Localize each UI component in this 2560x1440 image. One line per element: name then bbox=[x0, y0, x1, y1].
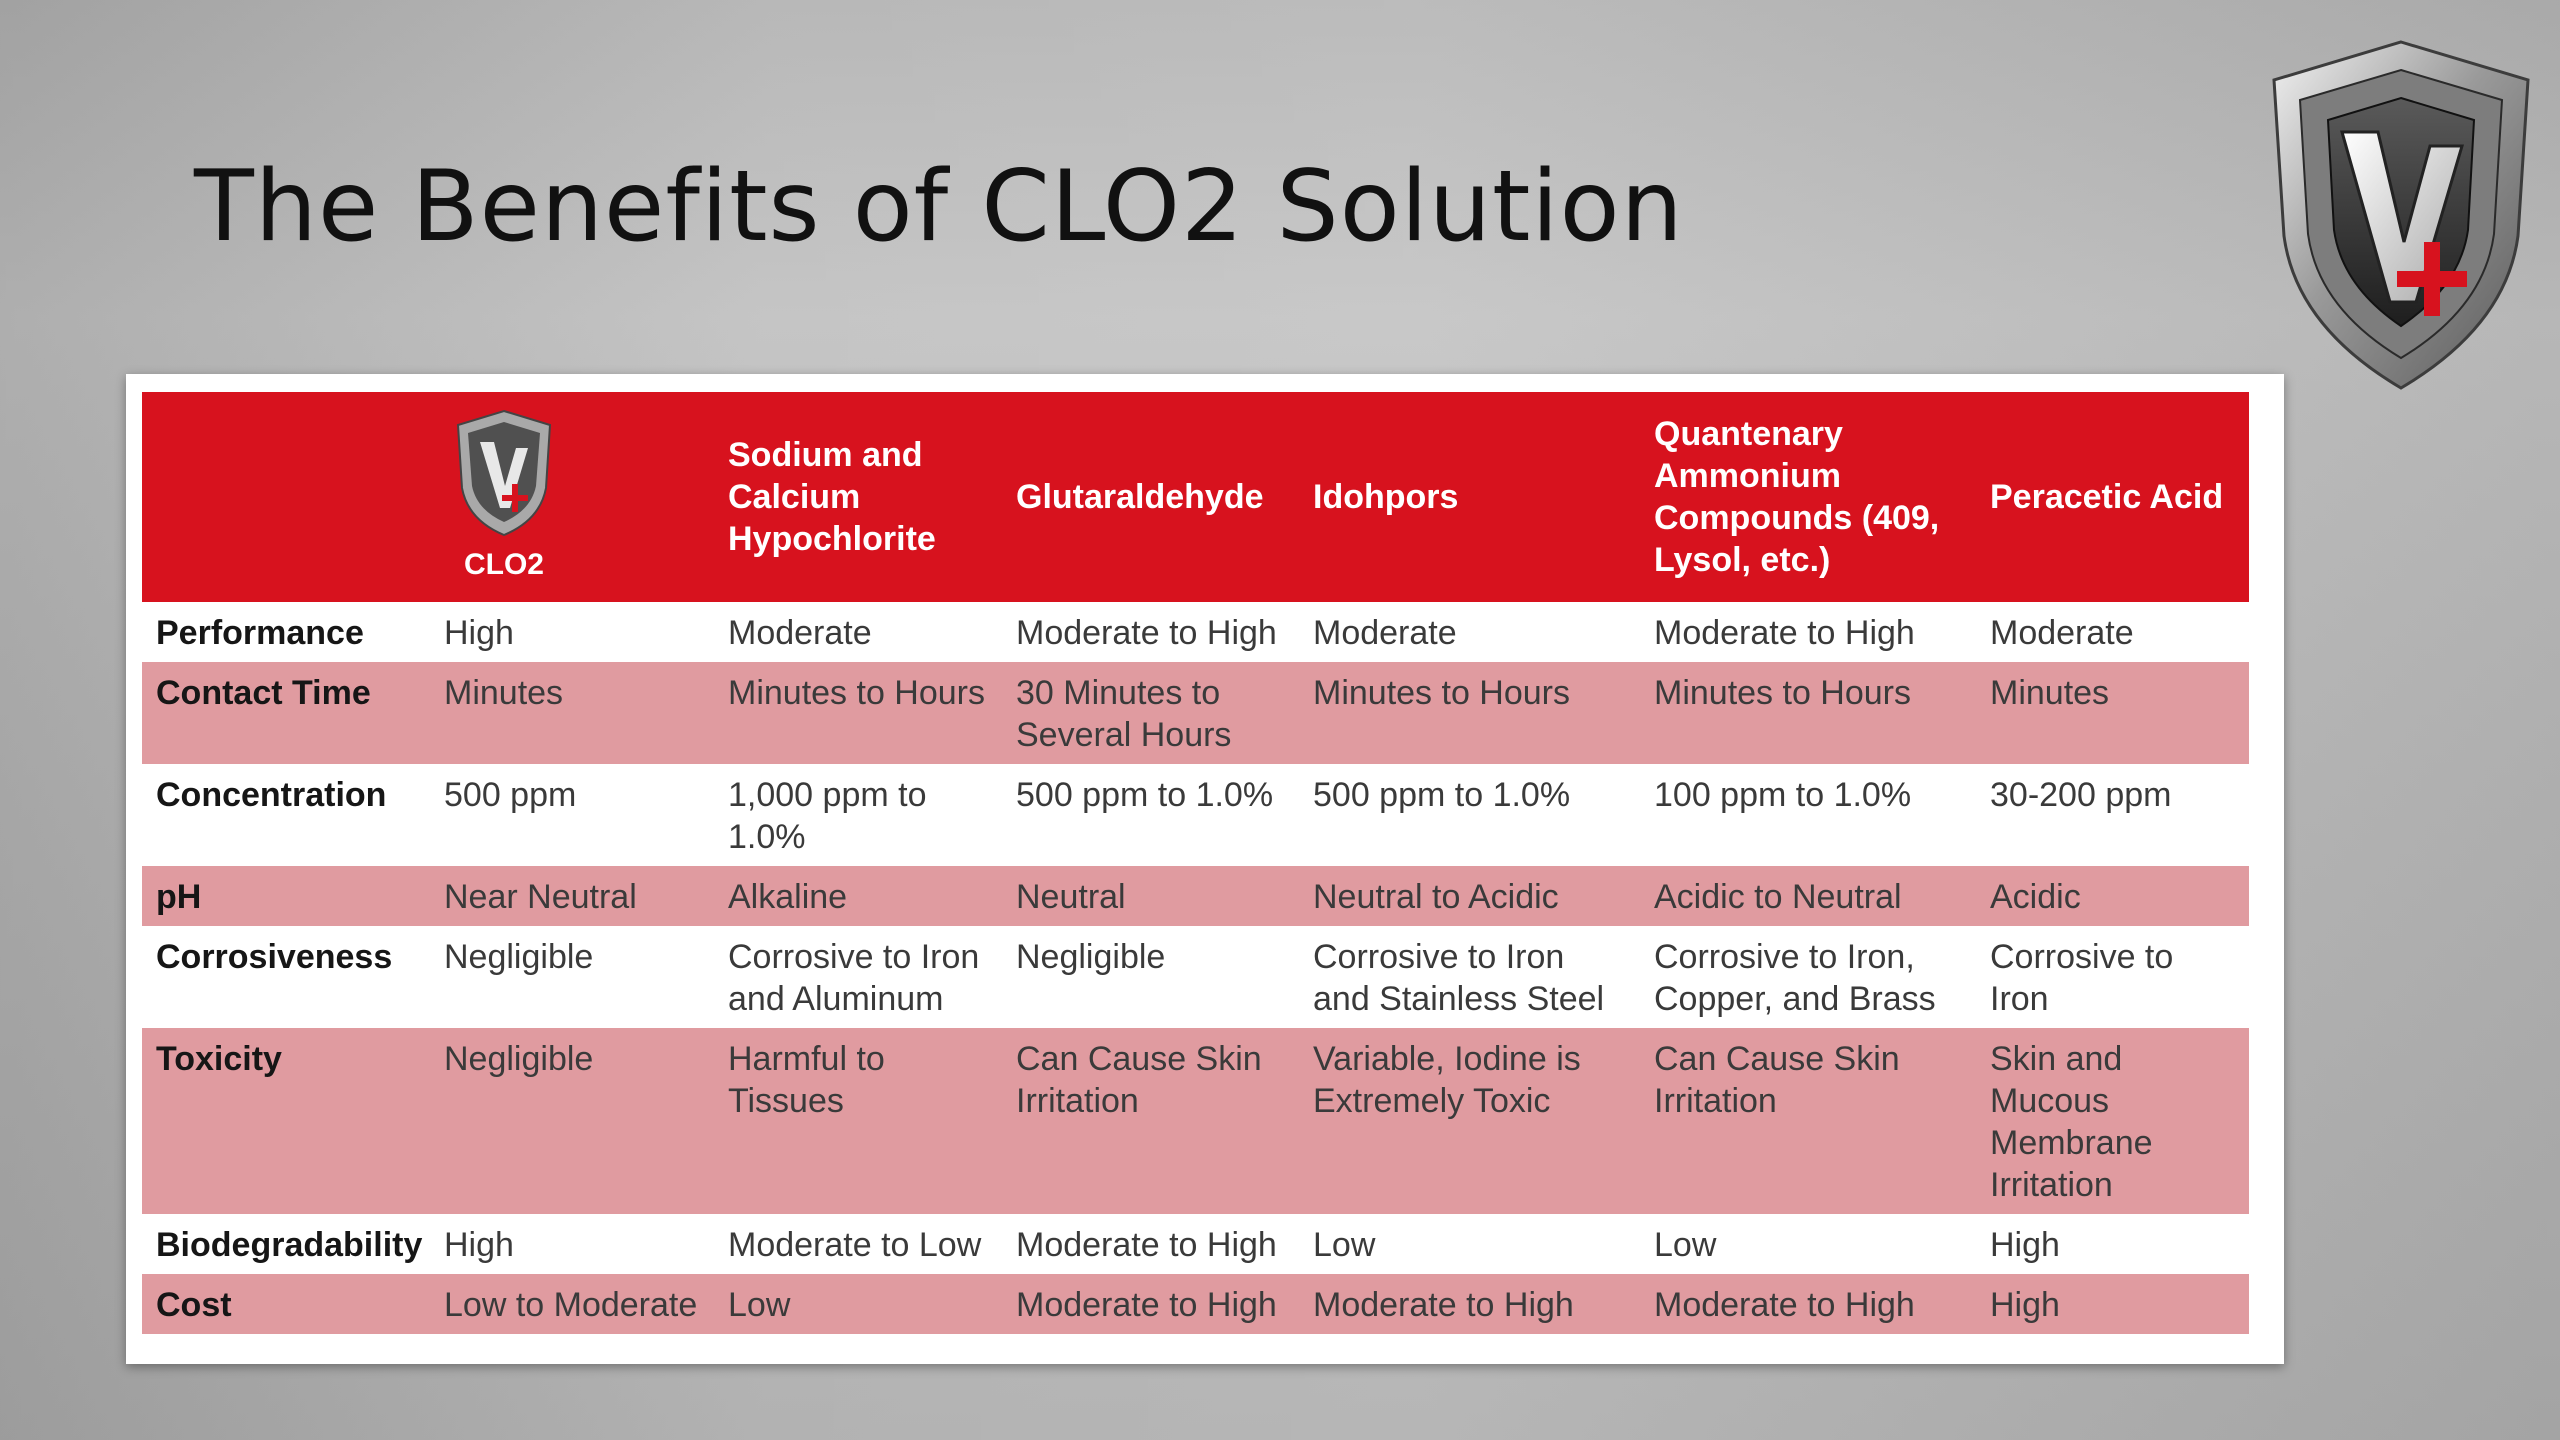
table-cell: Neutral to Acidic bbox=[1299, 866, 1640, 926]
table-row: pH Near Neutral Alkaline Neutral Neutral… bbox=[142, 866, 2249, 926]
row-label: Biodegradability bbox=[142, 1214, 430, 1274]
table-cell: 30 Minutes to Several Hours bbox=[1002, 662, 1299, 764]
table-cell: Low bbox=[1299, 1214, 1640, 1274]
table-cell: Minutes bbox=[430, 662, 714, 764]
table-cell: Variable, Iodine is Extremely Toxic bbox=[1299, 1028, 1640, 1214]
table-cell: Corrosive to Iron and Aluminum bbox=[714, 926, 1002, 1028]
table-cell: Moderate to High bbox=[1002, 1214, 1299, 1274]
table-cell: Acidic to Neutral bbox=[1640, 866, 1976, 926]
table-cell: Moderate bbox=[714, 602, 1002, 662]
header-hypochlorite: Sodium and Calcium Hypochlorite bbox=[714, 392, 1002, 602]
table-cell: Alkaline bbox=[714, 866, 1002, 926]
header-glutaraldehyde: Glutaraldehyde bbox=[1002, 392, 1299, 602]
header-idohpors: Idohpors bbox=[1299, 392, 1640, 602]
comparison-table-card: CLO2 Sodium and Calcium Hypochlorite Glu… bbox=[126, 374, 2284, 1364]
row-label: Cost bbox=[142, 1274, 430, 1334]
table-row: Corrosiveness Negligible Corrosive to Ir… bbox=[142, 926, 2249, 1028]
table-cell: Minutes to Hours bbox=[1299, 662, 1640, 764]
table-cell: 500 ppm to 1.0% bbox=[1299, 764, 1640, 866]
row-label: pH bbox=[142, 866, 430, 926]
row-label: Contact Time bbox=[142, 662, 430, 764]
table-cell: Negligible bbox=[430, 1028, 714, 1214]
row-label: Corrosiveness bbox=[142, 926, 430, 1028]
table-cell: High bbox=[1976, 1274, 2249, 1334]
table-cell: Moderate to High bbox=[1299, 1274, 1640, 1334]
table-cell: Moderate bbox=[1976, 602, 2249, 662]
table-row: Cost Low to Moderate Low Moderate to Hig… bbox=[142, 1274, 2249, 1334]
slide-title: The Benefits of CLO2 Solution bbox=[194, 150, 1684, 264]
table-cell: Corrosive to Iron bbox=[1976, 926, 2249, 1028]
table-cell: Moderate to High bbox=[1002, 602, 1299, 662]
table-cell: Can Cause Skin Irritation bbox=[1640, 1028, 1976, 1214]
table-cell: High bbox=[1976, 1214, 2249, 1274]
table-cell: Moderate to High bbox=[1640, 602, 1976, 662]
row-label: Toxicity bbox=[142, 1028, 430, 1214]
table-row: Contact Time Minutes Minutes to Hours 30… bbox=[142, 662, 2249, 764]
table-cell: 100 ppm to 1.0% bbox=[1640, 764, 1976, 866]
table-cell: Skin and Mucous Membrane Irritation bbox=[1976, 1028, 2249, 1214]
table-cell: Harmful to Tissues bbox=[714, 1028, 1002, 1214]
header-clo2: CLO2 bbox=[430, 392, 714, 602]
table-cell: Moderate bbox=[1299, 602, 1640, 662]
clo2-shield-icon bbox=[456, 409, 552, 537]
disinfectant-comparison-table: CLO2 Sodium and Calcium Hypochlorite Glu… bbox=[142, 392, 2249, 1334]
table-cell: Moderate to Low bbox=[714, 1214, 1002, 1274]
header-peracetic-acid: Peracetic Acid bbox=[1976, 392, 2249, 602]
table-cell: Near Neutral bbox=[430, 866, 714, 926]
row-label: Performance bbox=[142, 602, 430, 662]
table-cell: Neutral bbox=[1002, 866, 1299, 926]
table-cell: Corrosive to Iron and Stainless Steel bbox=[1299, 926, 1640, 1028]
table-cell: Moderate to High bbox=[1640, 1274, 1976, 1334]
table-cell: Low bbox=[714, 1274, 1002, 1334]
vira-tech-shield-logo-icon bbox=[2272, 40, 2530, 390]
header-quaternary-ammonium: Quantenary Ammonium Compounds (409, Lyso… bbox=[1640, 392, 1976, 602]
table-row: Concentration 500 ppm 1,000 ppm to 1.0% … bbox=[142, 764, 2249, 866]
table-cell: 1,000 ppm to 1.0% bbox=[714, 764, 1002, 866]
table-cell: Low to Moderate bbox=[430, 1274, 714, 1334]
clo2-header-label: CLO2 bbox=[463, 548, 544, 581]
table-cell: 30-200 ppm bbox=[1976, 764, 2249, 866]
table-cell: 500 ppm to 1.0% bbox=[1002, 764, 1299, 866]
table-cell: Can Cause Skin Irritation bbox=[1002, 1028, 1299, 1214]
table-cell: Negligible bbox=[430, 926, 714, 1028]
table-header-row: CLO2 Sodium and Calcium Hypochlorite Glu… bbox=[142, 392, 2249, 602]
row-label: Concentration bbox=[142, 764, 430, 866]
header-empty-cell bbox=[142, 392, 430, 602]
table-cell: Minutes bbox=[1976, 662, 2249, 764]
table-cell: Low bbox=[1640, 1214, 1976, 1274]
table-cell: Minutes to Hours bbox=[1640, 662, 1976, 764]
table-row: Performance High Moderate Moderate to Hi… bbox=[142, 602, 2249, 662]
table-cell: Corrosive to Iron, Copper, and Brass bbox=[1640, 926, 1976, 1028]
table-cell: 500 ppm bbox=[430, 764, 714, 866]
table-row: Toxicity Negligible Harmful to Tissues C… bbox=[142, 1028, 2249, 1214]
table-cell: High bbox=[430, 1214, 714, 1274]
table-cell: High bbox=[430, 602, 714, 662]
table-cell: Acidic bbox=[1976, 866, 2249, 926]
table-cell: Negligible bbox=[1002, 926, 1299, 1028]
table-row: Biodegradability High Moderate to Low Mo… bbox=[142, 1214, 2249, 1274]
table-cell: Moderate to High bbox=[1002, 1274, 1299, 1334]
table-cell: Minutes to Hours bbox=[714, 662, 1002, 764]
